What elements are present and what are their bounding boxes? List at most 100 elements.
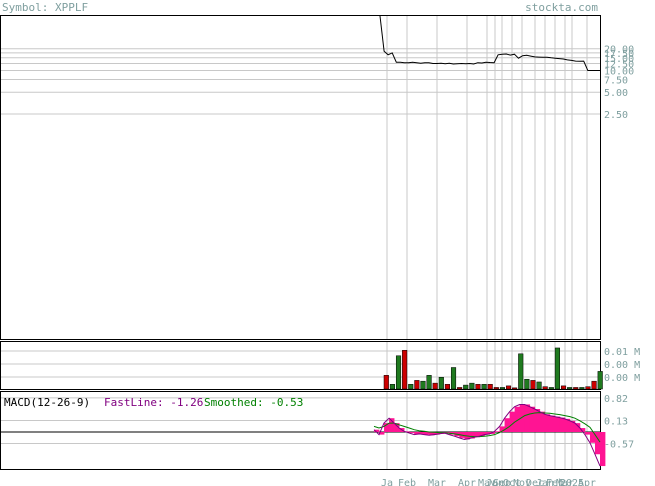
price-tick-label: 17.50 <box>604 49 634 60</box>
volume-bar <box>573 387 579 390</box>
volume-bar <box>518 353 524 390</box>
volume-bar <box>512 387 518 390</box>
macd-histogram-bar <box>499 426 505 432</box>
price-tick-label: 5.00 <box>604 88 628 99</box>
price-tick-label: 10.00 <box>604 66 634 77</box>
symbol-label: Symbol: XPPLF <box>2 1 88 14</box>
macd-histogram-bar <box>579 428 586 432</box>
volume-bar <box>505 385 512 390</box>
macd-histogram-bar <box>389 418 395 432</box>
macd-histogram-bar <box>469 432 475 439</box>
macd-histogram-bar <box>414 432 420 435</box>
x-tick-label: Mar <box>556 478 574 486</box>
price-tick-label: 20.00 <box>604 45 634 56</box>
macd-histogram-bar <box>519 404 526 432</box>
x-tick-label: Apr <box>458 478 476 486</box>
volume-bar <box>481 384 487 390</box>
price-tick-label: 15.00 <box>604 54 634 65</box>
price-tick-label: 12.50 <box>604 59 634 70</box>
volume-bar <box>469 382 475 390</box>
volume-bar <box>585 386 591 390</box>
macd-histogram-bar <box>589 432 596 443</box>
macd-histogram-bar <box>564 418 571 432</box>
volume-bar <box>426 375 432 390</box>
macd-histogram-bar <box>529 406 536 432</box>
macd-histogram-bar <box>584 432 591 435</box>
macd-histogram-bar <box>600 432 606 467</box>
macd-histogram-bar <box>539 411 546 432</box>
volume-bar <box>579 387 585 390</box>
macd-histogram-bar <box>374 429 380 432</box>
macd-histogram-bar <box>504 418 510 432</box>
x-tick-label: Jan <box>536 478 554 486</box>
volume-bar <box>432 382 438 390</box>
volume-bar <box>414 380 420 390</box>
price-tick-label: 7.50 <box>604 76 628 87</box>
volume-bar <box>499 387 505 390</box>
macd-histogram-bar <box>479 432 485 437</box>
volume-bar <box>530 380 536 390</box>
volume-bar <box>560 385 567 390</box>
price-line <box>379 15 600 71</box>
x-tick-label: 2025 <box>560 478 584 486</box>
tick-labels: Ja Feb Mar Apr MayJunSepOctNovDecJanFebMar20… <box>381 45 640 486</box>
volume-bar <box>542 386 548 390</box>
price-series <box>379 15 600 71</box>
volume-tick-label: 0.00 M <box>604 360 640 371</box>
macd-tick-label: 0.82 <box>604 394 628 405</box>
volume-bar <box>438 377 444 390</box>
macd-tick-label: -0.57 <box>604 439 634 450</box>
price-panel-frame <box>0 15 601 340</box>
macd-histogram-bar <box>534 409 541 432</box>
volume-bar <box>463 384 469 390</box>
volume-tick-label: 0.00 M <box>604 373 640 384</box>
volume-bar <box>444 384 450 390</box>
macd-series <box>373 404 606 467</box>
macd-histogram-bar <box>594 432 601 455</box>
volume-bar <box>395 355 402 390</box>
x-tick-label: Mar <box>428 478 446 486</box>
x-tick-label: Apr <box>578 478 596 486</box>
volume-bar <box>389 384 395 390</box>
macd-smoothed-label: Smoothed: -0.53 <box>204 396 303 409</box>
macd-histogram-bar <box>569 420 576 432</box>
volume-tick-label: 0.01 M <box>604 347 640 358</box>
macd-histogram-bar <box>549 415 556 432</box>
x-tick-label: Sep <box>493 478 511 486</box>
macd-histogram-bar <box>409 432 415 433</box>
volume-bar <box>383 375 389 390</box>
volume-bar <box>548 387 554 390</box>
macd-histogram-bar <box>429 432 435 436</box>
volume-bar <box>450 367 457 390</box>
macd-histogram-bar <box>494 431 500 432</box>
macd-histogram-bar <box>434 432 440 435</box>
volume-bar <box>475 384 481 390</box>
macd-fastline <box>373 404 601 467</box>
macd-histogram-bar <box>509 411 515 432</box>
volume-bar <box>487 384 493 390</box>
volume-bar <box>597 371 603 390</box>
x-tick-label: Oct <box>503 478 521 486</box>
macd-panel-frame <box>0 391 601 470</box>
macd-histogram-bar <box>514 406 521 432</box>
macd-fastline-label: FastLine: -1.26 <box>104 396 203 409</box>
x-tick-label: Jun <box>486 478 504 486</box>
macd-histogram-bar <box>394 423 400 432</box>
macd-histogram-bar <box>379 432 385 435</box>
macd-histogram-bar <box>554 416 561 432</box>
volume-bar <box>493 387 499 390</box>
volume-bar <box>554 347 560 390</box>
x-tick-label: Feb <box>546 478 564 486</box>
macd-histogram-bar <box>524 404 531 432</box>
macd-histogram-bar <box>574 423 581 432</box>
x-tick-label: Nov <box>513 478 531 486</box>
volume-bar <box>536 381 542 390</box>
macd-histogram-bar <box>404 431 410 432</box>
volume-bar <box>567 387 573 390</box>
macd-histogram-bar <box>424 432 430 435</box>
volume-bar <box>524 378 530 390</box>
site-label: stockta.com <box>525 1 598 14</box>
macd-histogram-bar <box>474 432 480 438</box>
x-tick-label: Dec <box>526 478 544 486</box>
